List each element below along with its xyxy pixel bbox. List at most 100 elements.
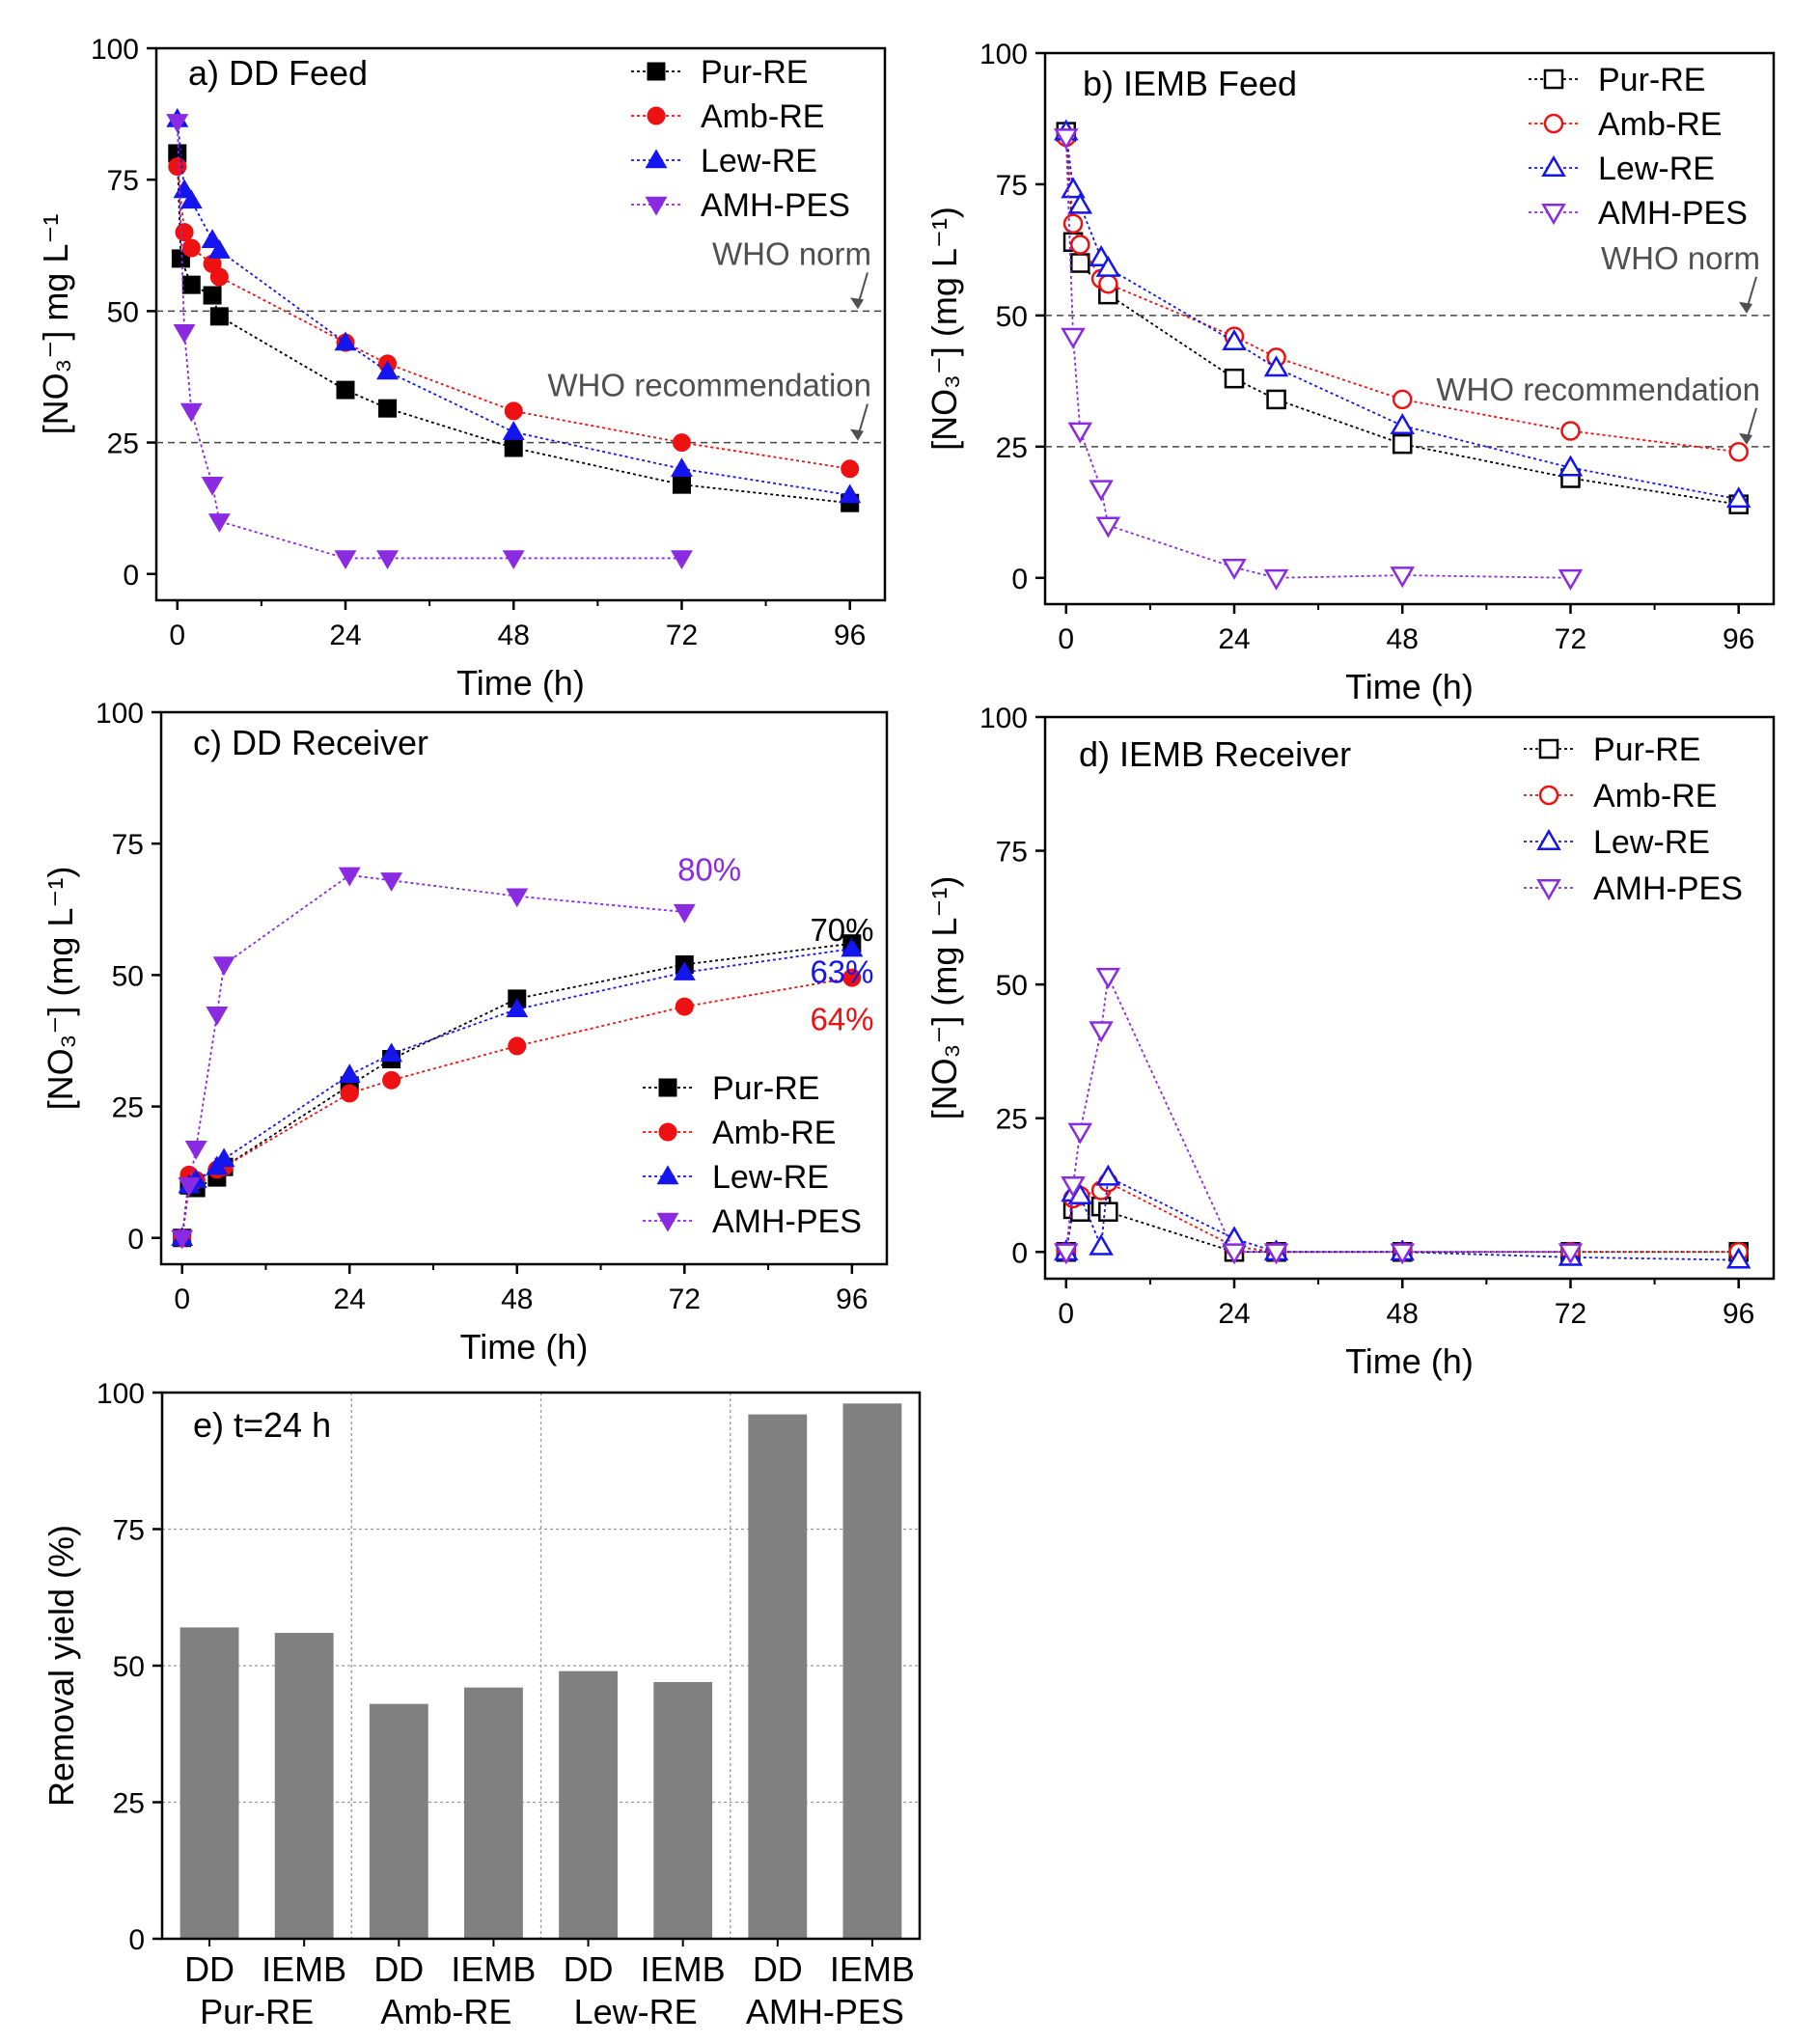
y-axis-title: [NO₃⁻] (mg L⁻¹) — [41, 867, 80, 1111]
legend: Pur-RE Amb-RE Lew-RE AMH-PES — [643, 1070, 862, 1240]
data-point-amb-re — [504, 401, 523, 421]
panel-title: e) t=24 h — [193, 1405, 331, 1445]
data-point-amb-re — [181, 238, 201, 258]
data-point-amh-pes — [1095, 967, 1121, 989]
data-point-amb-re — [675, 997, 694, 1016]
data-point-amh-pes — [1095, 516, 1121, 538]
legend: Pur-RE Amb-RE Lew-RE AMH-PES — [631, 54, 850, 224]
reference-label-who-recommendation: WHO recommendation — [547, 368, 871, 403]
y-axis-title: [NO₃⁻] (mg L⁻¹) — [924, 207, 964, 451]
plot-frame — [1043, 715, 1776, 1281]
legend-label-amh-pes: AMH-PES — [701, 187, 850, 224]
legend: Pur-RE Amb-RE Lew-RE AMH-PES — [1524, 732, 1743, 907]
bar-pur-re-dd — [179, 1627, 239, 1939]
x-category-label: DD — [753, 1949, 803, 1989]
data-point-amh-pes — [207, 513, 231, 533]
data-point-amb-re — [1560, 421, 1581, 441]
annotation-label: 63% — [810, 954, 873, 990]
x-axis-title: Time (h) — [1345, 1341, 1474, 1381]
panel-title: a) DD Feed — [188, 53, 368, 93]
legend-marker-amb-re — [1543, 113, 1564, 134]
data-point-amh-pes — [178, 1177, 201, 1197]
legend-label-amb-re: Amb-RE — [1598, 106, 1722, 143]
data-point-lew-re — [1095, 255, 1121, 277]
data-point-amh-pes — [212, 956, 235, 977]
x-category-label: DD — [564, 1949, 614, 1989]
data-point-amh-pes — [380, 872, 403, 892]
data-point-amh-pes — [506, 888, 529, 908]
bar-amh-pes-iemb — [842, 1403, 902, 1939]
x-axis-title: Time (h) — [1345, 667, 1474, 706]
legend-marker-pur-re — [1543, 69, 1564, 90]
data-point-amh-pes — [173, 323, 196, 344]
legend-label-pur-re: Pur-RE — [701, 54, 808, 91]
y-tick-label: 0 — [123, 560, 139, 592]
y-tick-label: 100 — [91, 34, 139, 66]
data-point-amh-pes — [1558, 568, 1584, 591]
y-tick-label: 0 — [127, 1224, 144, 1256]
y-tick-label: 75 — [107, 165, 139, 197]
data-point-lew-re — [502, 421, 525, 440]
legend-marker-pur-re — [658, 1078, 677, 1097]
data-point-amh-pes — [1067, 422, 1093, 444]
series-amh-pes — [171, 867, 696, 1250]
x-category-label: IEMB — [262, 1949, 346, 1989]
x-tick-label: 96 — [1723, 1298, 1754, 1330]
x-tick-label: 72 — [669, 1284, 701, 1315]
panel-b: 0 24 48 72 96 0 25 50 75 100 Time (h) [NO₃⁻] (mg L⁻… — [924, 39, 1776, 706]
x-category-label: IEMB — [641, 1949, 726, 1989]
panel-title: c) DD Receiver — [193, 723, 428, 762]
data-point-lew-re — [1390, 413, 1415, 435]
series-line-amb-re — [176, 166, 850, 470]
data-point-lew-re — [1263, 355, 1289, 377]
y-tick-label: 25 — [112, 1092, 144, 1124]
y-tick-label: 0 — [128, 1924, 145, 1956]
x-group-label: Pur-RE — [200, 1992, 314, 2031]
data-point-amh-pes — [673, 903, 696, 924]
data-point-amh-pes — [179, 402, 203, 423]
data-point-pur-re — [1098, 1201, 1118, 1222]
y-tick-label: 0 — [1011, 1237, 1028, 1269]
x-group-label: AMH-PES — [746, 1992, 904, 2031]
legend-label-pur-re: Pur-RE — [1598, 62, 1705, 98]
data-point-lew-re — [1067, 192, 1093, 214]
data-point-lew-re — [671, 457, 693, 478]
y-tick-label: 100 — [96, 698, 144, 730]
x-category-label: DD — [184, 1949, 234, 1989]
x-tick-label: 24 — [334, 1284, 366, 1315]
x-category-label: DD — [373, 1949, 424, 1989]
y-tick-label: 75 — [112, 829, 144, 861]
legend-label-pur-re: Pur-RE — [1593, 732, 1700, 768]
data-point-amh-pes — [166, 114, 189, 133]
data-point-lew-re — [212, 1147, 235, 1168]
data-point-amh-pes — [1263, 568, 1289, 591]
bar-pur-re-iemb — [274, 1633, 334, 1939]
series-amb-re — [1056, 126, 1749, 462]
annotation-label: 70% — [810, 912, 873, 948]
arrow-head-icon — [850, 297, 864, 310]
y-tick-label: 50 — [996, 301, 1028, 333]
data-point-pur-re — [378, 399, 398, 418]
x-tick-label: 0 — [1058, 623, 1074, 655]
reference-label-who-recommendation: WHO recommendation — [1436, 372, 1760, 407]
y-tick-label: 25 — [113, 1788, 145, 1820]
x-tick-label: 24 — [329, 620, 361, 651]
y-axis-title: Removal yield (%) — [41, 1525, 81, 1807]
data-point-pur-re — [1224, 368, 1245, 389]
data-point-amh-pes — [1390, 1243, 1415, 1265]
data-point-amb-re — [672, 433, 691, 453]
data-point-amh-pes — [1263, 1243, 1289, 1265]
x-tick-label: 72 — [1555, 1298, 1586, 1330]
data-point-lew-re — [1061, 177, 1086, 199]
x-tick-label: 0 — [1058, 1298, 1074, 1330]
series-line-amb-re — [1064, 136, 1739, 454]
data-point-amb-re — [209, 267, 229, 287]
data-point-amb-re — [175, 223, 194, 242]
plot-frame — [154, 46, 887, 602]
panel-title: b) IEMB Feed — [1083, 64, 1297, 103]
annotation-label: 64% — [810, 1002, 873, 1037]
data-point-amb-re — [382, 1070, 401, 1090]
panel-c: 0 24 48 72 96 0 25 50 75 100 Time (h) [NO₃⁻] (mg L⁻… — [41, 698, 889, 1367]
legend-marker-amb-re — [647, 106, 666, 125]
